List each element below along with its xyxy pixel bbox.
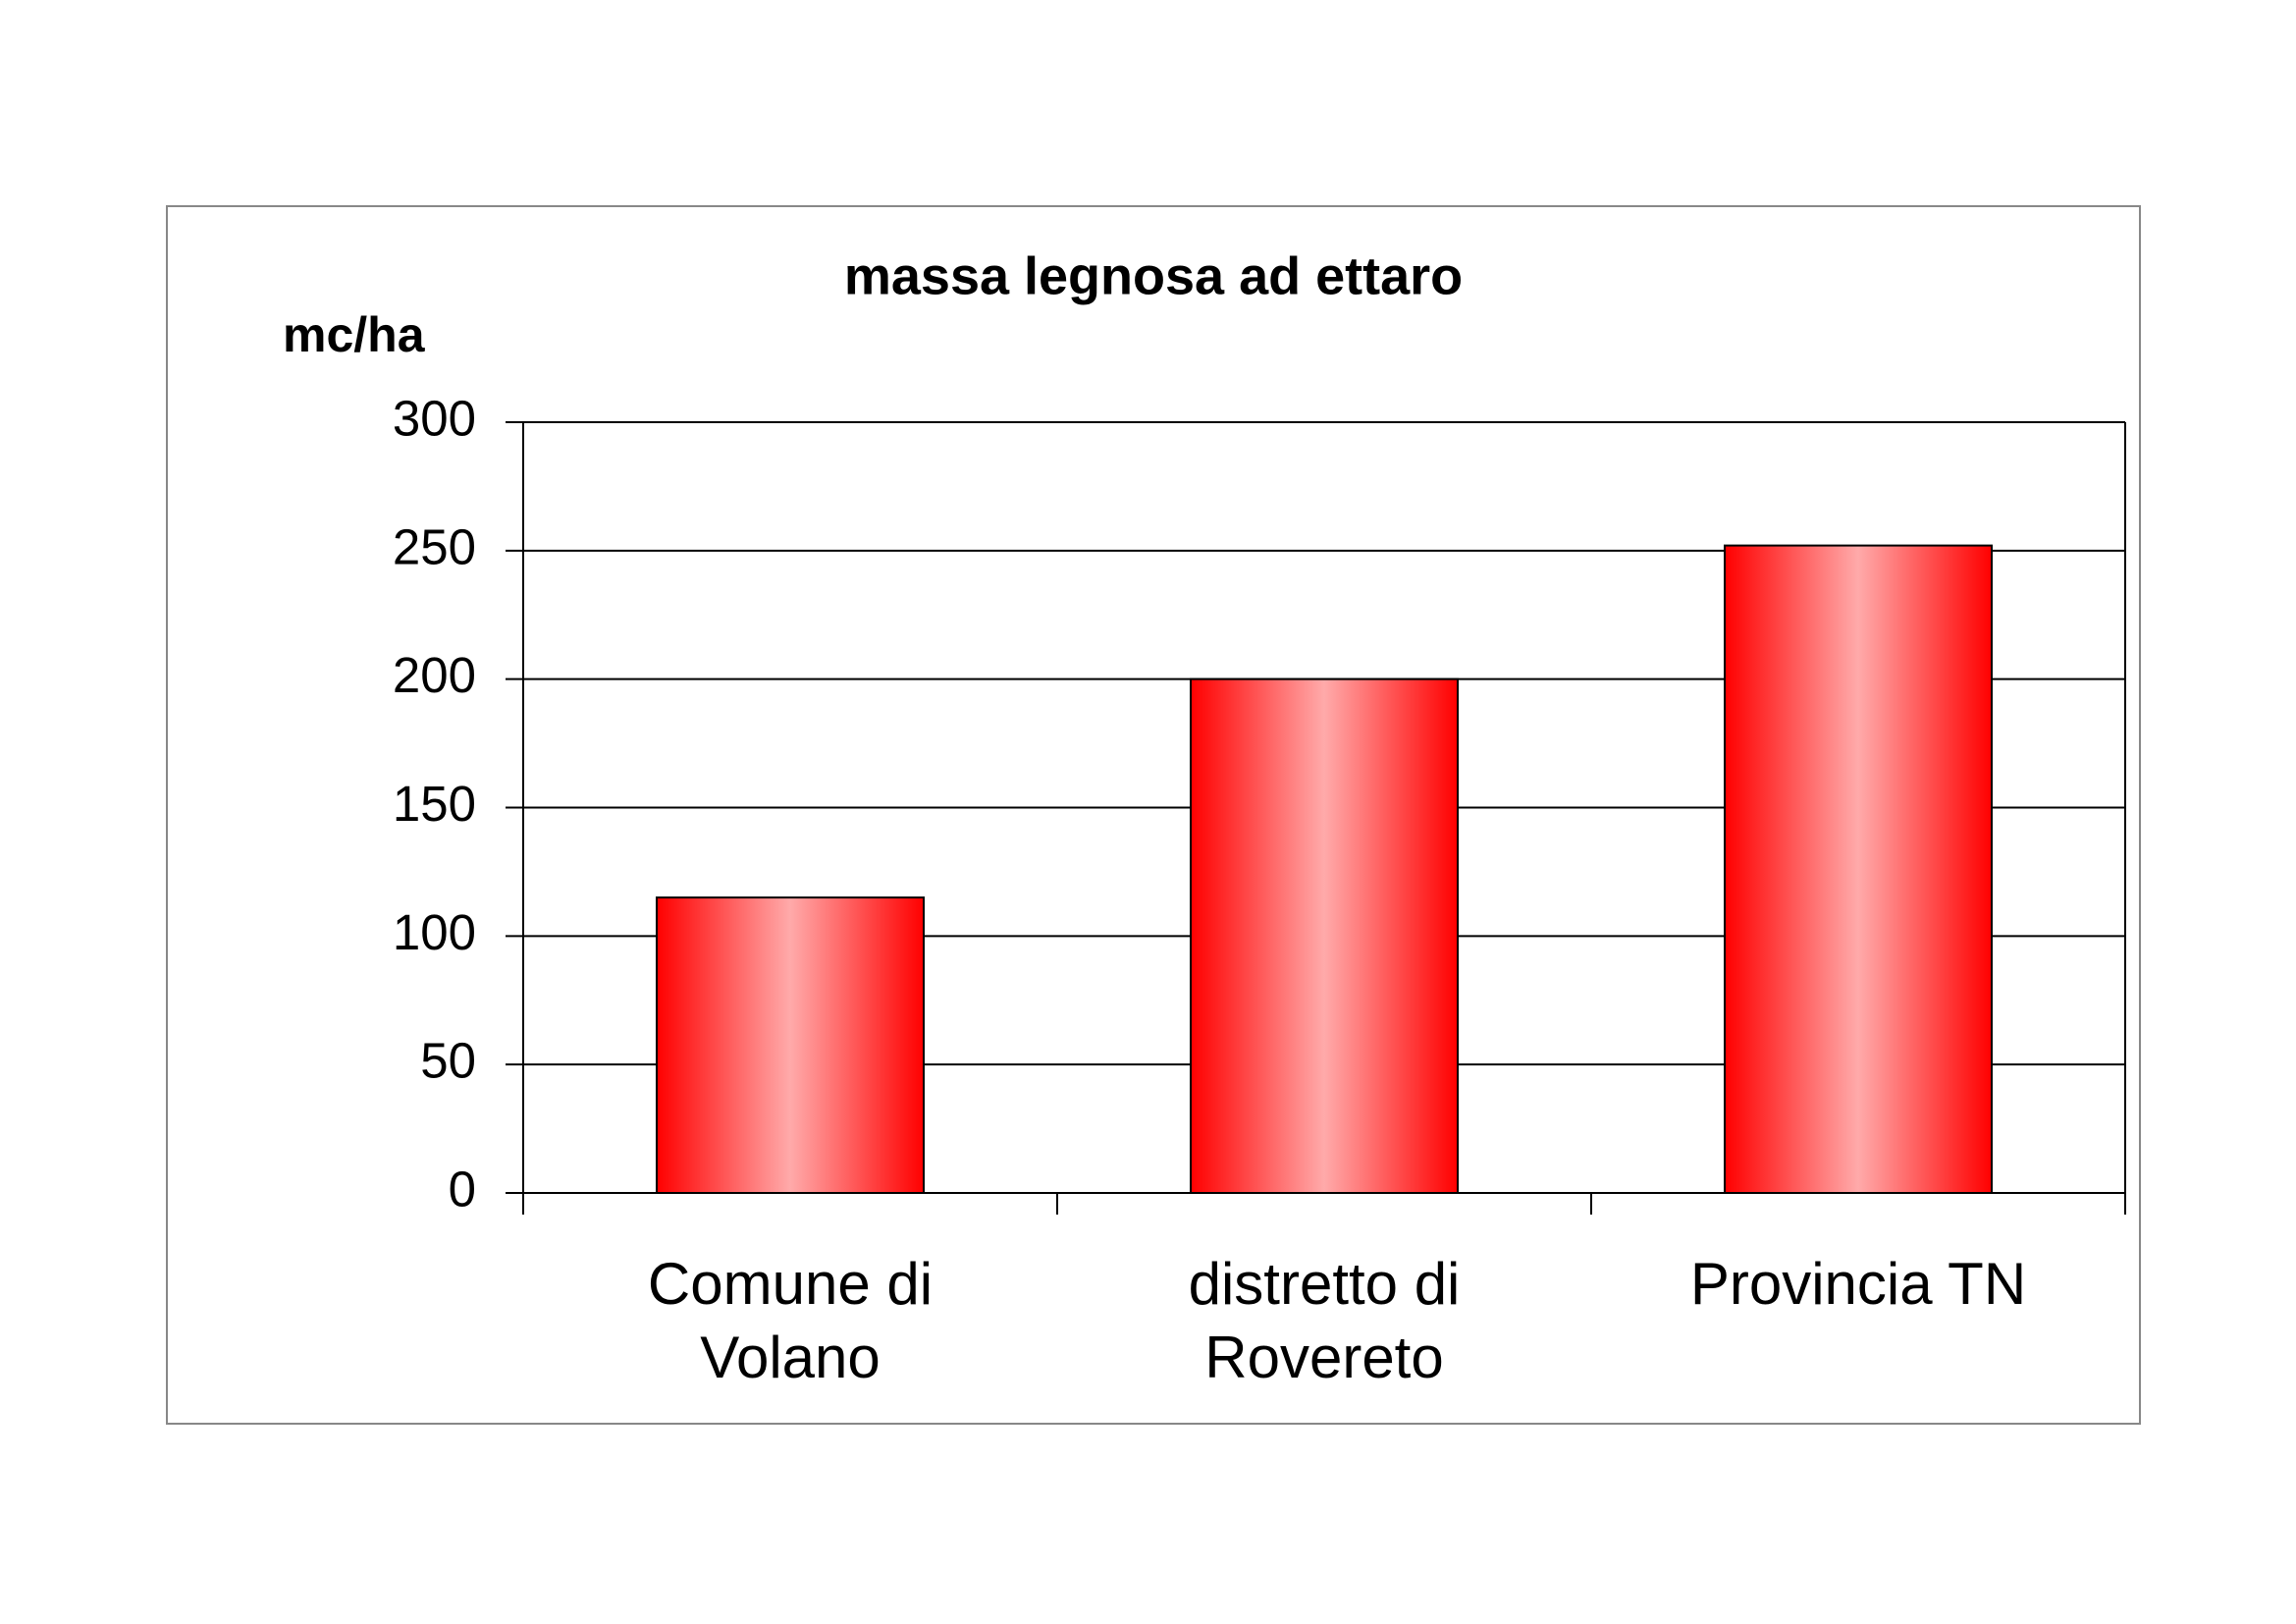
bar [656, 896, 925, 1194]
x-tick-label: Comune di Volano [647, 1251, 934, 1390]
x-tick-label: Provincia TN [1689, 1251, 2027, 1317]
chart-title: massa legnosa ad ettaro [844, 246, 1463, 305]
bar [1724, 544, 1993, 1194]
y-tick-label: 200 [393, 647, 476, 703]
y-tick-label: 100 [393, 904, 476, 960]
bar [1190, 677, 1459, 1194]
y-tick-label: 0 [449, 1161, 476, 1217]
y-axis-label: mc/ha [283, 307, 426, 362]
x-tick-label: distretto di Rovereto [1188, 1251, 1461, 1390]
y-tick-label: 250 [393, 518, 476, 574]
y-tick-label: 150 [393, 776, 476, 832]
y-tick-label: 300 [393, 390, 476, 446]
y-tick-label: 50 [420, 1033, 476, 1089]
